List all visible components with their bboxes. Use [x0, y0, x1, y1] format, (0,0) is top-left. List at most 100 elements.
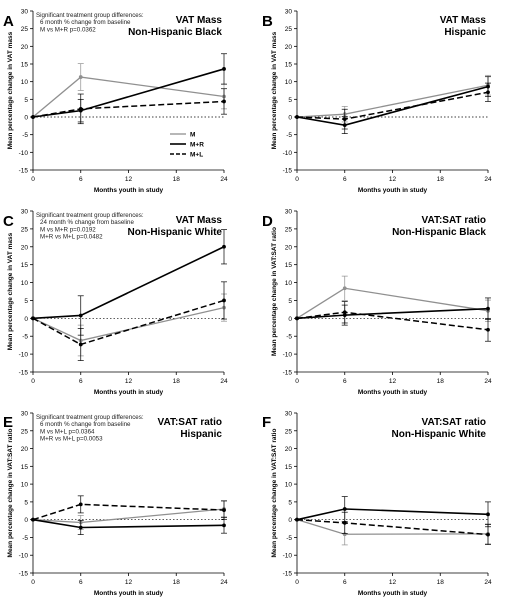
panel-letter: A	[3, 13, 14, 30]
y-tick-label: 30	[285, 411, 293, 418]
x-tick-label: 24	[484, 579, 492, 586]
x-tick-label: 24	[484, 176, 492, 183]
panel-letter: E	[3, 414, 13, 431]
series-m	[31, 293, 227, 357]
y-axis-label: Mean percentage change in VAT:SAT ratio	[271, 429, 278, 558]
y-tick-label: 25	[285, 226, 293, 233]
y-tick-label: -15	[19, 571, 29, 578]
y-tick-label: 15	[21, 262, 29, 269]
series-line	[296, 307, 489, 320]
significance-note: Significant treatment group differences:	[36, 212, 144, 219]
x-tick-label: 6	[79, 378, 83, 385]
y-tick-label: 15	[285, 262, 293, 269]
y-axis-label: Mean percentage change in VAT mass	[7, 232, 14, 350]
significance-note: M+R vs M+L p=0.0053	[40, 436, 103, 443]
x-axis-label: Months youth in study	[94, 187, 164, 194]
x-tick-label: 0	[31, 378, 35, 385]
y-tick-label: 30	[285, 209, 293, 216]
y-tick-label: 15	[21, 464, 29, 471]
y-tick-label: 15	[21, 62, 29, 69]
series-line	[296, 85, 489, 126]
y-tick-label: 30	[21, 209, 29, 216]
x-tick-label: 18	[173, 176, 181, 183]
y-tick-label: 20	[21, 44, 29, 51]
y-tick-label: -5	[286, 334, 292, 341]
series-m-plus-r	[295, 297, 491, 326]
y-tick-label: 0	[288, 115, 292, 122]
y-tick-label: 10	[21, 280, 29, 287]
y-tick-label: -15	[283, 168, 293, 175]
y-tick-label: 30	[285, 9, 293, 16]
data-point	[31, 517, 35, 522]
y-tick-label: -5	[286, 535, 292, 542]
y-tick-label: -15	[283, 370, 293, 377]
series-m-plus-l	[31, 281, 227, 361]
legend-label: M	[190, 132, 195, 139]
y-tick-label: 0	[24, 316, 28, 323]
panel-title: Hispanic	[180, 429, 222, 440]
y-tick-label: 5	[288, 97, 292, 104]
panel-e: E -15 -10 -5 0 5 10 15 20 25 30 0 6 12 18 24 Months yout…	[3, 411, 228, 598]
y-tick-label: 5	[24, 499, 28, 506]
series-line	[32, 246, 225, 320]
x-axis-label: Months youth in study	[358, 590, 428, 597]
data-point	[31, 316, 35, 321]
data-point	[486, 512, 490, 517]
panel-letter: B	[262, 13, 273, 30]
x-tick-label: 18	[437, 378, 445, 385]
y-tick-label: 15	[285, 464, 293, 471]
data-point	[342, 286, 347, 291]
y-tick-label: -15	[19, 168, 29, 175]
x-tick-label: 12	[125, 579, 133, 586]
data-point	[222, 508, 226, 512]
panel-letter: F	[262, 414, 271, 431]
panel-title: VAT Mass	[176, 215, 223, 226]
data-point	[295, 517, 299, 522]
x-tick-label: 0	[295, 176, 299, 183]
y-tick-label: -10	[283, 150, 293, 157]
series-m-plus-l	[31, 495, 227, 522]
significance-note: Significant treatment group differences:	[36, 12, 144, 19]
data-point	[486, 532, 490, 537]
y-tick-label: 5	[288, 298, 292, 305]
significance-note: M vs M+R p=0.0192	[40, 226, 96, 233]
series-m-plus-l	[295, 511, 491, 545]
x-tick-label: 24	[484, 378, 492, 385]
x-tick-label: 12	[389, 176, 397, 183]
panel-c: C -15 -10 -5 0 5 10 15 20 25 30 0 6 12 18 24 Months yout…	[3, 209, 228, 397]
series-line	[32, 299, 225, 346]
x-axis-label: Months youth in study	[94, 389, 164, 396]
significance-note: 6 month % change from baseline	[40, 421, 131, 428]
y-axis-label: Mean percentage change in VAT:SAT ratio	[7, 429, 14, 558]
y-tick-label: -15	[283, 571, 293, 578]
y-tick-label: 25	[285, 26, 293, 33]
y-tick-label: -10	[19, 352, 29, 359]
y-tick-label: 20	[21, 446, 29, 453]
y-tick-label: 15	[285, 62, 293, 69]
y-tick-label: 5	[24, 97, 28, 104]
series-m	[295, 74, 491, 123]
series-m-plus-r	[295, 76, 491, 134]
series-m-plus-r	[31, 517, 227, 535]
data-point	[78, 502, 83, 507]
panel-b: B -15 -10 -5 0 5 10 15 20 25 30 0 6 12 18 24 Months yout…	[262, 9, 492, 195]
y-tick-label: 10	[21, 482, 29, 489]
y-tick-label: -10	[19, 150, 29, 157]
y-tick-label: -5	[286, 132, 292, 139]
data-point	[222, 298, 226, 303]
y-tick-label: 10	[285, 280, 293, 287]
data-point	[222, 67, 226, 71]
y-tick-label: 5	[288, 499, 292, 506]
x-tick-label: 24	[220, 579, 228, 586]
y-tick-label: -5	[22, 132, 28, 139]
panel-title: Non-Hispanic Black	[392, 227, 486, 238]
y-tick-label: 25	[285, 428, 293, 435]
y-tick-label: -5	[22, 334, 28, 341]
panel-a: A -15 -10 -5 0 5 10 15 20 25 30 0 6 12 18 24 Months yout…	[3, 9, 228, 195]
legend-label: M+L	[190, 152, 203, 159]
x-tick-label: 18	[437, 176, 445, 183]
panel-title: VAT Mass	[176, 15, 223, 26]
panel-title: VAT:SAT ratio	[422, 417, 486, 428]
y-tick-label: 25	[21, 226, 29, 233]
panel-letter: C	[3, 213, 14, 230]
